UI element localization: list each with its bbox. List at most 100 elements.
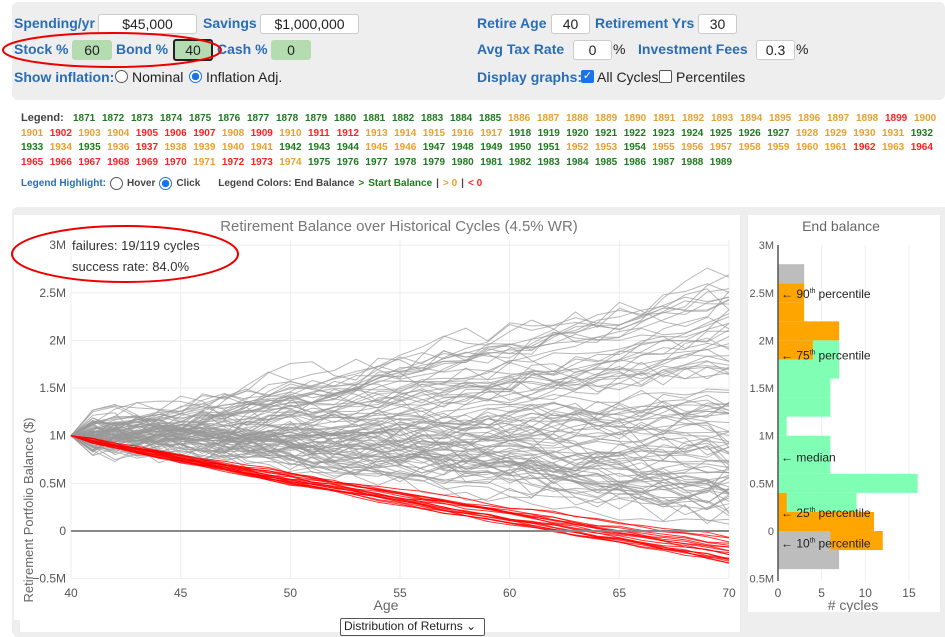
cycle-line-1986[interactable] xyxy=(70,399,730,456)
legend-year[interactable]: 1915 xyxy=(422,128,446,139)
legend-year[interactable]: 1963 xyxy=(882,142,905,153)
click-radio[interactable] xyxy=(159,177,173,190)
legend-year[interactable]: 1982 xyxy=(508,157,532,168)
legend-year[interactable]: 1937 xyxy=(135,142,159,153)
legend-year[interactable]: 1938 xyxy=(164,142,187,153)
legend-year[interactable]: 1961 xyxy=(824,142,847,153)
legend-year[interactable]: 1871 xyxy=(73,113,96,124)
legend-year[interactable]: 1932 xyxy=(910,128,933,139)
cycle-line-1982[interactable] xyxy=(70,343,730,449)
histogram-bar[interactable] xyxy=(778,378,831,398)
legend-year[interactable]: 1977 xyxy=(365,157,388,168)
legend-year[interactable]: 1972 xyxy=(221,157,245,168)
cash-input[interactable]: 0 xyxy=(271,40,311,60)
legend-year[interactable]: 1882 xyxy=(392,113,415,124)
legend-year[interactable]: 1907 xyxy=(193,128,216,139)
legend-year[interactable]: 1912 xyxy=(336,128,359,139)
legend-year[interactable]: 1958 xyxy=(738,142,761,153)
legend-year[interactable]: 1884 xyxy=(450,113,473,124)
legend-year[interactable]: 1897 xyxy=(827,113,850,124)
histogram-bar[interactable] xyxy=(778,492,857,512)
legend-year[interactable]: 1898 xyxy=(856,113,879,124)
legend-year[interactable]: 1926 xyxy=(738,128,761,139)
cycle-line-1984[interactable] xyxy=(70,400,730,437)
savings-input[interactable]: $1,000,000 xyxy=(260,14,359,34)
legend-year[interactable]: 1879 xyxy=(305,113,328,124)
legend-year[interactable]: 1921 xyxy=(595,128,618,139)
tax-input[interactable]: 0 xyxy=(573,40,612,60)
retire-age-input[interactable]: 40 xyxy=(551,14,590,34)
cycle-line-1976[interactable] xyxy=(70,361,730,442)
bond-input[interactable]: 40 xyxy=(173,39,213,61)
cycle-line-1879[interactable] xyxy=(70,288,730,437)
legend-year[interactable]: 1883 xyxy=(421,113,444,124)
cycle-line-1977[interactable] xyxy=(70,388,730,437)
cycle-line-1944[interactable] xyxy=(70,296,730,437)
distribution-dropdown[interactable]: Distribution of Returns ⌄ xyxy=(340,618,485,636)
legend-year[interactable]: 1920 xyxy=(566,128,589,139)
legend-year[interactable]: 1890 xyxy=(624,113,647,124)
legend-year[interactable]: 1914 xyxy=(394,128,417,139)
legend-year[interactable]: 1906 xyxy=(164,128,187,139)
legend-year[interactable]: 1944 xyxy=(336,142,359,153)
histogram-bar[interactable] xyxy=(778,359,840,379)
histogram-bar[interactable] xyxy=(778,283,805,303)
legend-year[interactable]: 1959 xyxy=(767,142,790,153)
legend-year[interactable]: 1967 xyxy=(78,157,101,168)
legend-year[interactable]: 1949 xyxy=(480,142,503,153)
stock-input[interactable]: 60 xyxy=(72,40,112,60)
legend-year[interactable]: 1965 xyxy=(21,157,44,168)
legend-year[interactable]: 1948 xyxy=(451,142,474,153)
legend-year[interactable]: 1876 xyxy=(218,113,241,124)
legend-year[interactable]: 1968 xyxy=(107,157,130,168)
legend-year[interactable]: 1911 xyxy=(308,128,330,139)
legend-year[interactable]: 1943 xyxy=(308,142,331,153)
retirement-yrs-input[interactable]: 30 xyxy=(698,14,737,34)
legend-year[interactable]: 1908 xyxy=(221,128,245,139)
legend-year[interactable]: 1891 xyxy=(653,113,676,124)
legend-year[interactable]: 1935 xyxy=(78,142,101,153)
legend-year[interactable]: 1950 xyxy=(508,142,532,153)
legend-year[interactable]: 1952 xyxy=(566,142,589,153)
cycle-line-1989[interactable] xyxy=(70,366,730,438)
legend-year[interactable]: 1980 xyxy=(451,157,474,168)
legend-year[interactable]: 1975 xyxy=(308,157,331,168)
legend-year[interactable]: 1979 xyxy=(422,157,446,168)
legend-year[interactable]: 1919 xyxy=(537,128,560,139)
legend-year[interactable]: 1900 xyxy=(914,113,937,124)
legend-year[interactable]: 1889 xyxy=(595,113,618,124)
legend-year[interactable]: 1934 xyxy=(49,142,72,153)
legend-year[interactable]: 1901 xyxy=(21,128,44,139)
cycle-line-1938[interactable] xyxy=(70,435,730,505)
legend-year[interactable]: 1928 xyxy=(795,128,819,139)
legend-year[interactable]: 1971 xyxy=(193,157,216,168)
legend-year[interactable]: 1985 xyxy=(595,157,618,168)
spending-input[interactable]: $45,000 xyxy=(98,14,197,34)
percentiles-checkbox[interactable] xyxy=(659,70,672,83)
legend-year[interactable]: 1930 xyxy=(853,128,876,139)
histogram-bar[interactable] xyxy=(778,435,831,455)
legend-year[interactable]: 1888 xyxy=(566,113,589,124)
legend-year[interactable]: 1877 xyxy=(247,113,270,124)
legend-year[interactable]: 1925 xyxy=(709,128,733,139)
legend-year[interactable]: 1947 xyxy=(422,142,446,153)
histogram-bar[interactable] xyxy=(778,492,787,512)
legend-year[interactable]: 1917 xyxy=(480,128,503,139)
legend-year[interactable]: 1933 xyxy=(21,142,44,153)
cycle-line-1971[interactable] xyxy=(70,431,730,525)
legend-year[interactable]: 1875 xyxy=(189,113,212,124)
legend-year[interactable]: 1885 xyxy=(479,113,502,124)
legend-year[interactable]: 1983 xyxy=(537,157,560,168)
legend-year[interactable]: 1895 xyxy=(769,113,792,124)
legend-year[interactable]: 1940 xyxy=(221,142,245,153)
histogram-bar[interactable] xyxy=(778,264,805,284)
histogram-bar[interactable] xyxy=(778,531,831,551)
legend-year[interactable]: 1909 xyxy=(250,128,273,139)
histogram-bar[interactable] xyxy=(778,550,840,570)
cycle-line-1918[interactable] xyxy=(70,360,730,437)
legend-year[interactable]: 1913 xyxy=(365,128,388,139)
legend-year[interactable]: 1953 xyxy=(595,142,618,153)
legend-year[interactable]: 1923 xyxy=(652,128,675,139)
legend-year[interactable]: 1899 xyxy=(885,113,908,124)
cycle-line-1936[interactable] xyxy=(70,425,730,466)
